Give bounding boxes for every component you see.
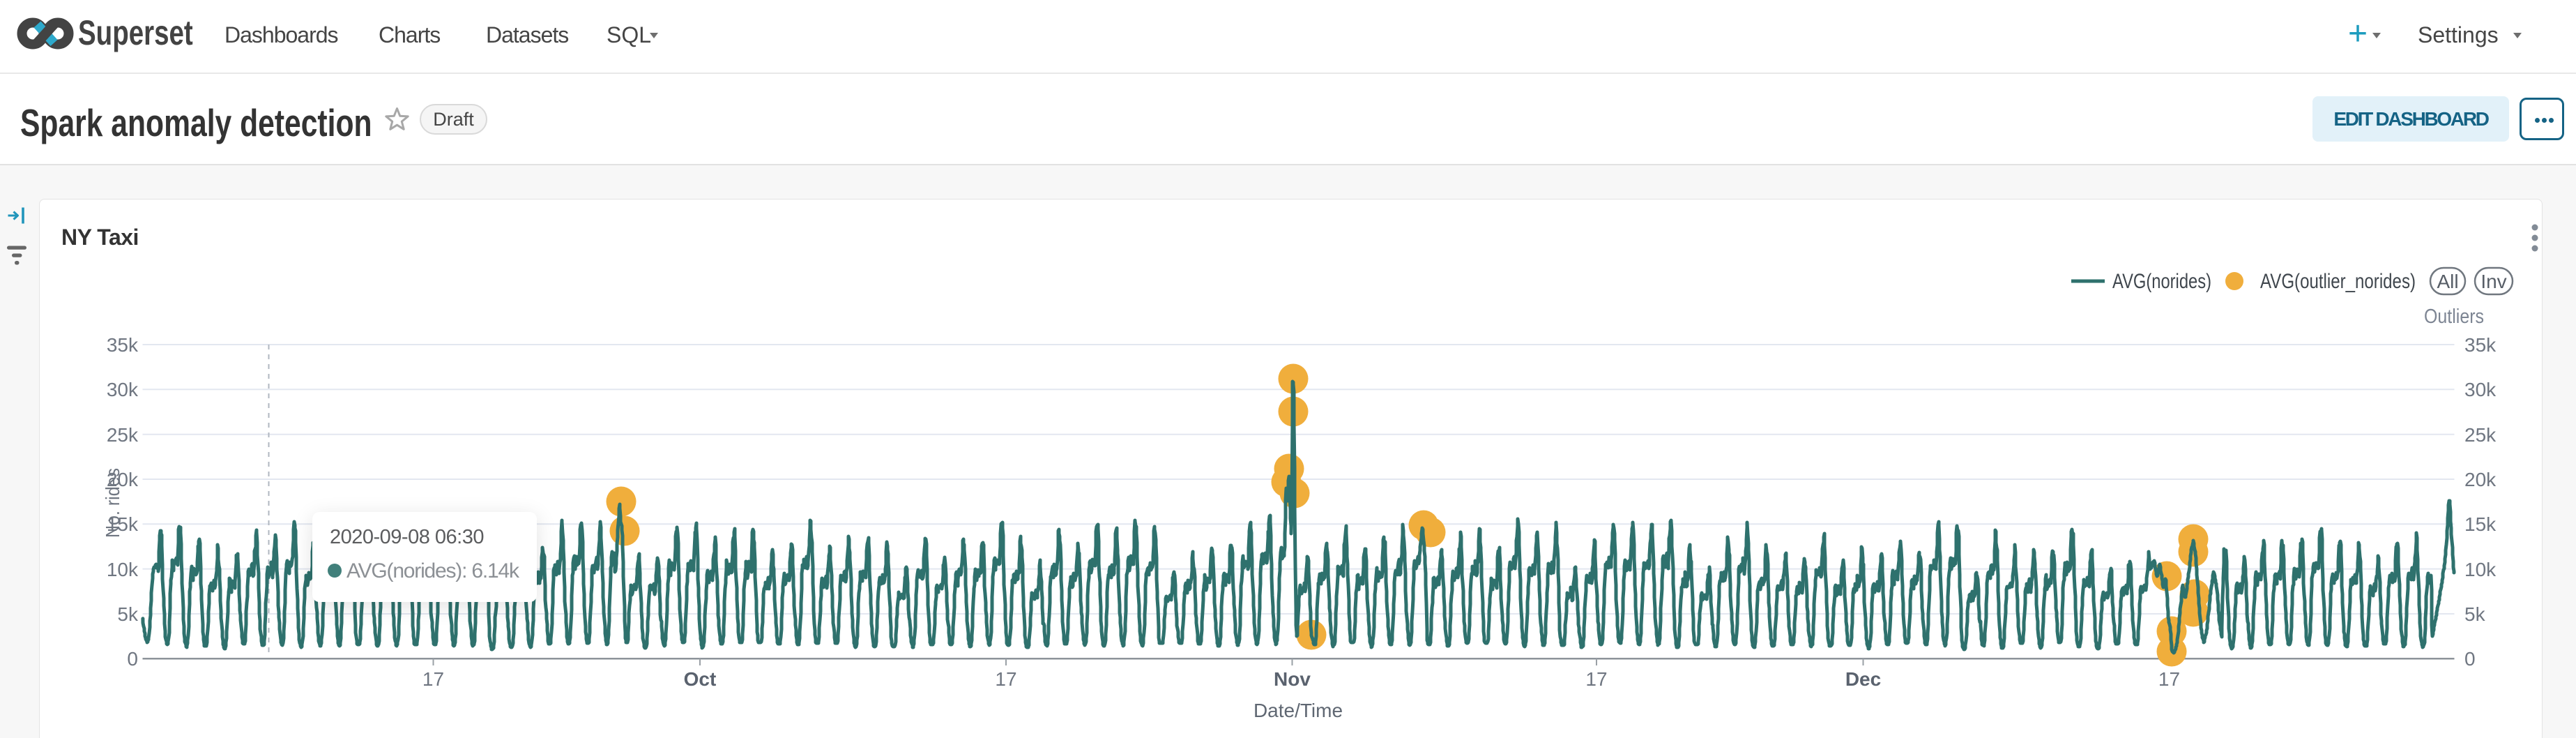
svg-text:30k: 30k: [107, 379, 139, 400]
svg-text:AVG(norides): AVG(norides): [2112, 270, 2211, 293]
svg-text:Date/Time: Date/Time: [1253, 700, 1343, 721]
svg-text:AVG(outlier_norides): AVG(outlier_norides): [2260, 270, 2416, 293]
svg-text:17: 17: [995, 668, 1016, 690]
svg-text:17: 17: [2158, 668, 2180, 690]
svg-text:All: All: [2437, 271, 2458, 292]
svg-text:35k: 35k: [107, 334, 139, 356]
svg-text:5k: 5k: [2464, 603, 2486, 625]
svg-text:0: 0: [127, 648, 138, 670]
svg-text:20k: 20k: [2464, 469, 2497, 490]
svg-text:Outliers: Outliers: [2424, 306, 2484, 328]
svg-text:25k: 25k: [107, 424, 139, 446]
svg-text:35k: 35k: [2464, 334, 2497, 356]
svg-text:25k: 25k: [2464, 424, 2497, 446]
svg-text:15k: 15k: [2464, 513, 2497, 535]
svg-text:20k: 20k: [107, 469, 139, 490]
svg-text:Oct: Oct: [684, 668, 717, 690]
svg-text:17: 17: [1585, 668, 1607, 690]
svg-text:Nov: Nov: [1274, 668, 1311, 690]
svg-text:Dec: Dec: [1845, 668, 1881, 690]
svg-text:10k: 10k: [2464, 559, 2497, 580]
svg-text:17: 17: [422, 668, 444, 690]
svg-text:Inv: Inv: [2480, 271, 2506, 292]
svg-text:No. rides: No. rides: [102, 468, 123, 538]
svg-text:15k: 15k: [107, 513, 139, 535]
svg-text:0: 0: [2464, 648, 2476, 670]
svg-text:5k: 5k: [117, 603, 139, 625]
svg-text:10k: 10k: [107, 559, 139, 580]
svg-text:30k: 30k: [2464, 379, 2497, 400]
